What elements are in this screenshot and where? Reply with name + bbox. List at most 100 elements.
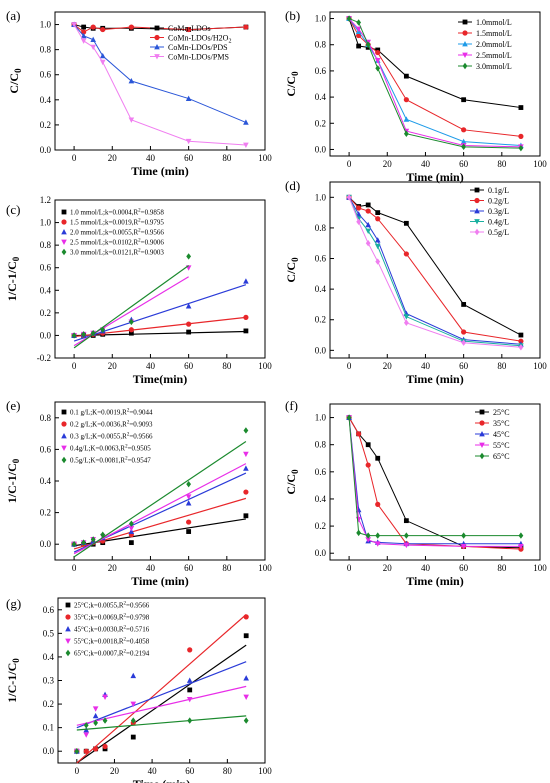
legend-entry: 45°C;k=0.0030,R2=0.5716 (74, 626, 150, 634)
data-point (356, 205, 362, 211)
legend-entry: 35°C;k=0.0069,R2=0.9798 (74, 614, 150, 622)
data-point (92, 712, 99, 719)
data-point (81, 539, 87, 546)
x-tick-label: 0 (72, 563, 77, 573)
x-axis-title: Time (min) (131, 574, 188, 588)
legend-text-part: =0.9093 (129, 421, 153, 429)
legend-marker (474, 228, 480, 236)
legend-text-part: 0.3 g/L;K=0.0055,R (70, 433, 127, 441)
legend-entry: 2.5mmol/L (476, 51, 512, 60)
data-point (128, 526, 135, 532)
superscript: 2 (138, 209, 141, 214)
ylabel-main: C/C (284, 262, 298, 283)
legend-marker (61, 219, 67, 225)
superscript: 2 (138, 229, 141, 234)
data-point (243, 465, 249, 471)
legend: 0.1g/L 0.2g/L0.3g/L 0.4g/L0.5g/L (470, 186, 509, 237)
legend-marker (462, 30, 468, 36)
x-tick-label: 40 (421, 361, 431, 371)
legend-marker (61, 248, 67, 256)
superscript: 2 (124, 626, 127, 631)
data-point (128, 540, 134, 546)
x-tick-label: 60 (459, 563, 469, 573)
legend-text-part: 0.2 g/L;K=0.0036,R (70, 421, 127, 429)
data-point (74, 748, 80, 755)
data-point (375, 49, 381, 56)
y-axis-title: 1/C-1/C0 (5, 658, 21, 703)
data-point (243, 328, 249, 334)
y-axis-title: 1/C-1/C0 (5, 458, 21, 503)
legend-marker (154, 25, 160, 31)
legend-marker (65, 638, 71, 644)
ylabel-main: 1/C-1/C (5, 463, 19, 503)
data-point (128, 330, 134, 336)
x-tick-label: 20 (383, 159, 393, 169)
data-point (355, 516, 362, 523)
legend-entry: CoMn-LDOs/H2O2 (168, 34, 231, 45)
x-tick-label: 80 (222, 361, 232, 371)
fit-line (76, 715, 247, 731)
y-tick-label: 0.4 (40, 95, 52, 105)
x-tick-label: 100 (533, 361, 547, 371)
legend-entry: 0.3 g/L;K=0.0055,R2=0.9566 (70, 433, 153, 441)
x-axis-title: Time(min) (133, 372, 187, 386)
data-point (365, 442, 371, 448)
data-point (518, 532, 524, 539)
data-point (346, 414, 352, 421)
data-point (403, 314, 410, 320)
y-tick-label: 0.0 (315, 548, 327, 558)
legend-marker (462, 52, 468, 58)
data-point (518, 144, 524, 152)
panel-label: (f) (285, 398, 298, 413)
y-tick-label: 1.0 (40, 20, 52, 30)
y-tick-label: 0.6 (43, 605, 55, 615)
plot-frame (54, 199, 266, 359)
y-tick-label: 0.2 (40, 308, 51, 318)
legend: 1.0mmol/L 1.5mmol/L 2.0mmol/L 2.5mmol/L 3.0m… (458, 18, 512, 71)
data-point (128, 78, 135, 84)
x-tick-label: 100 (258, 153, 272, 163)
x-tick-label: 80 (497, 159, 507, 169)
y-tick-label: 0.2 (40, 120, 51, 130)
data-point (93, 719, 99, 727)
ylabel-main: C/C (284, 76, 298, 97)
legend-marker (61, 239, 67, 245)
superscript: 2 (125, 457, 128, 462)
panel-c: 0 20 40 60 80 100-0.20.00.20.40.60.81.01.2Tim… (5, 195, 272, 386)
legend-text-part: =0.2194 (126, 650, 150, 658)
x-tick-label: 20 (383, 563, 393, 573)
y-tick-label: 0.6 (315, 66, 327, 76)
series (71, 22, 249, 32)
x-tick-label: 100 (258, 361, 272, 371)
x-tick-label: 60 (185, 766, 195, 776)
legend-marker (65, 649, 71, 657)
x-tick-label: 20 (108, 153, 118, 163)
ylabel-sub: 0 (11, 458, 21, 463)
data-point (128, 117, 135, 123)
legend-marker (61, 421, 67, 427)
x-axis-title: Time (min) (406, 372, 463, 386)
legend-entry: 2.0 mmol/L;k=0.0055,R2=0.9566 (70, 229, 164, 237)
x-tick-label: 80 (222, 153, 232, 163)
legend-text-part: =0.9795 (141, 219, 165, 227)
legend: 25°C;k=0.0055,R2=0.956635°C;k=0.0069,R2=… (65, 602, 150, 658)
plot-frame (57, 597, 266, 764)
data-point (128, 327, 134, 333)
panel-b: 0 20 40 60 80 100 0.0 0.2 0.4 0.6 0.8 1.0 Time (min)… (284, 8, 547, 184)
legend-marker (154, 44, 160, 50)
y-tick-label: 0.0 (315, 144, 327, 154)
y-tick-label: 0.4 (315, 284, 327, 294)
fit-line (76, 644, 247, 764)
y-tick-label: 0.6 (315, 467, 327, 477)
x-tick-label: 60 (459, 361, 469, 371)
data-point (102, 694, 108, 700)
data-point (356, 19, 362, 26)
y-tick-label: 0.2 (40, 508, 51, 518)
legend-marker (154, 34, 160, 41)
data-point (518, 133, 524, 139)
data-point (518, 332, 524, 338)
data-point (365, 240, 371, 247)
data-point (374, 541, 381, 547)
data-point (356, 43, 362, 49)
